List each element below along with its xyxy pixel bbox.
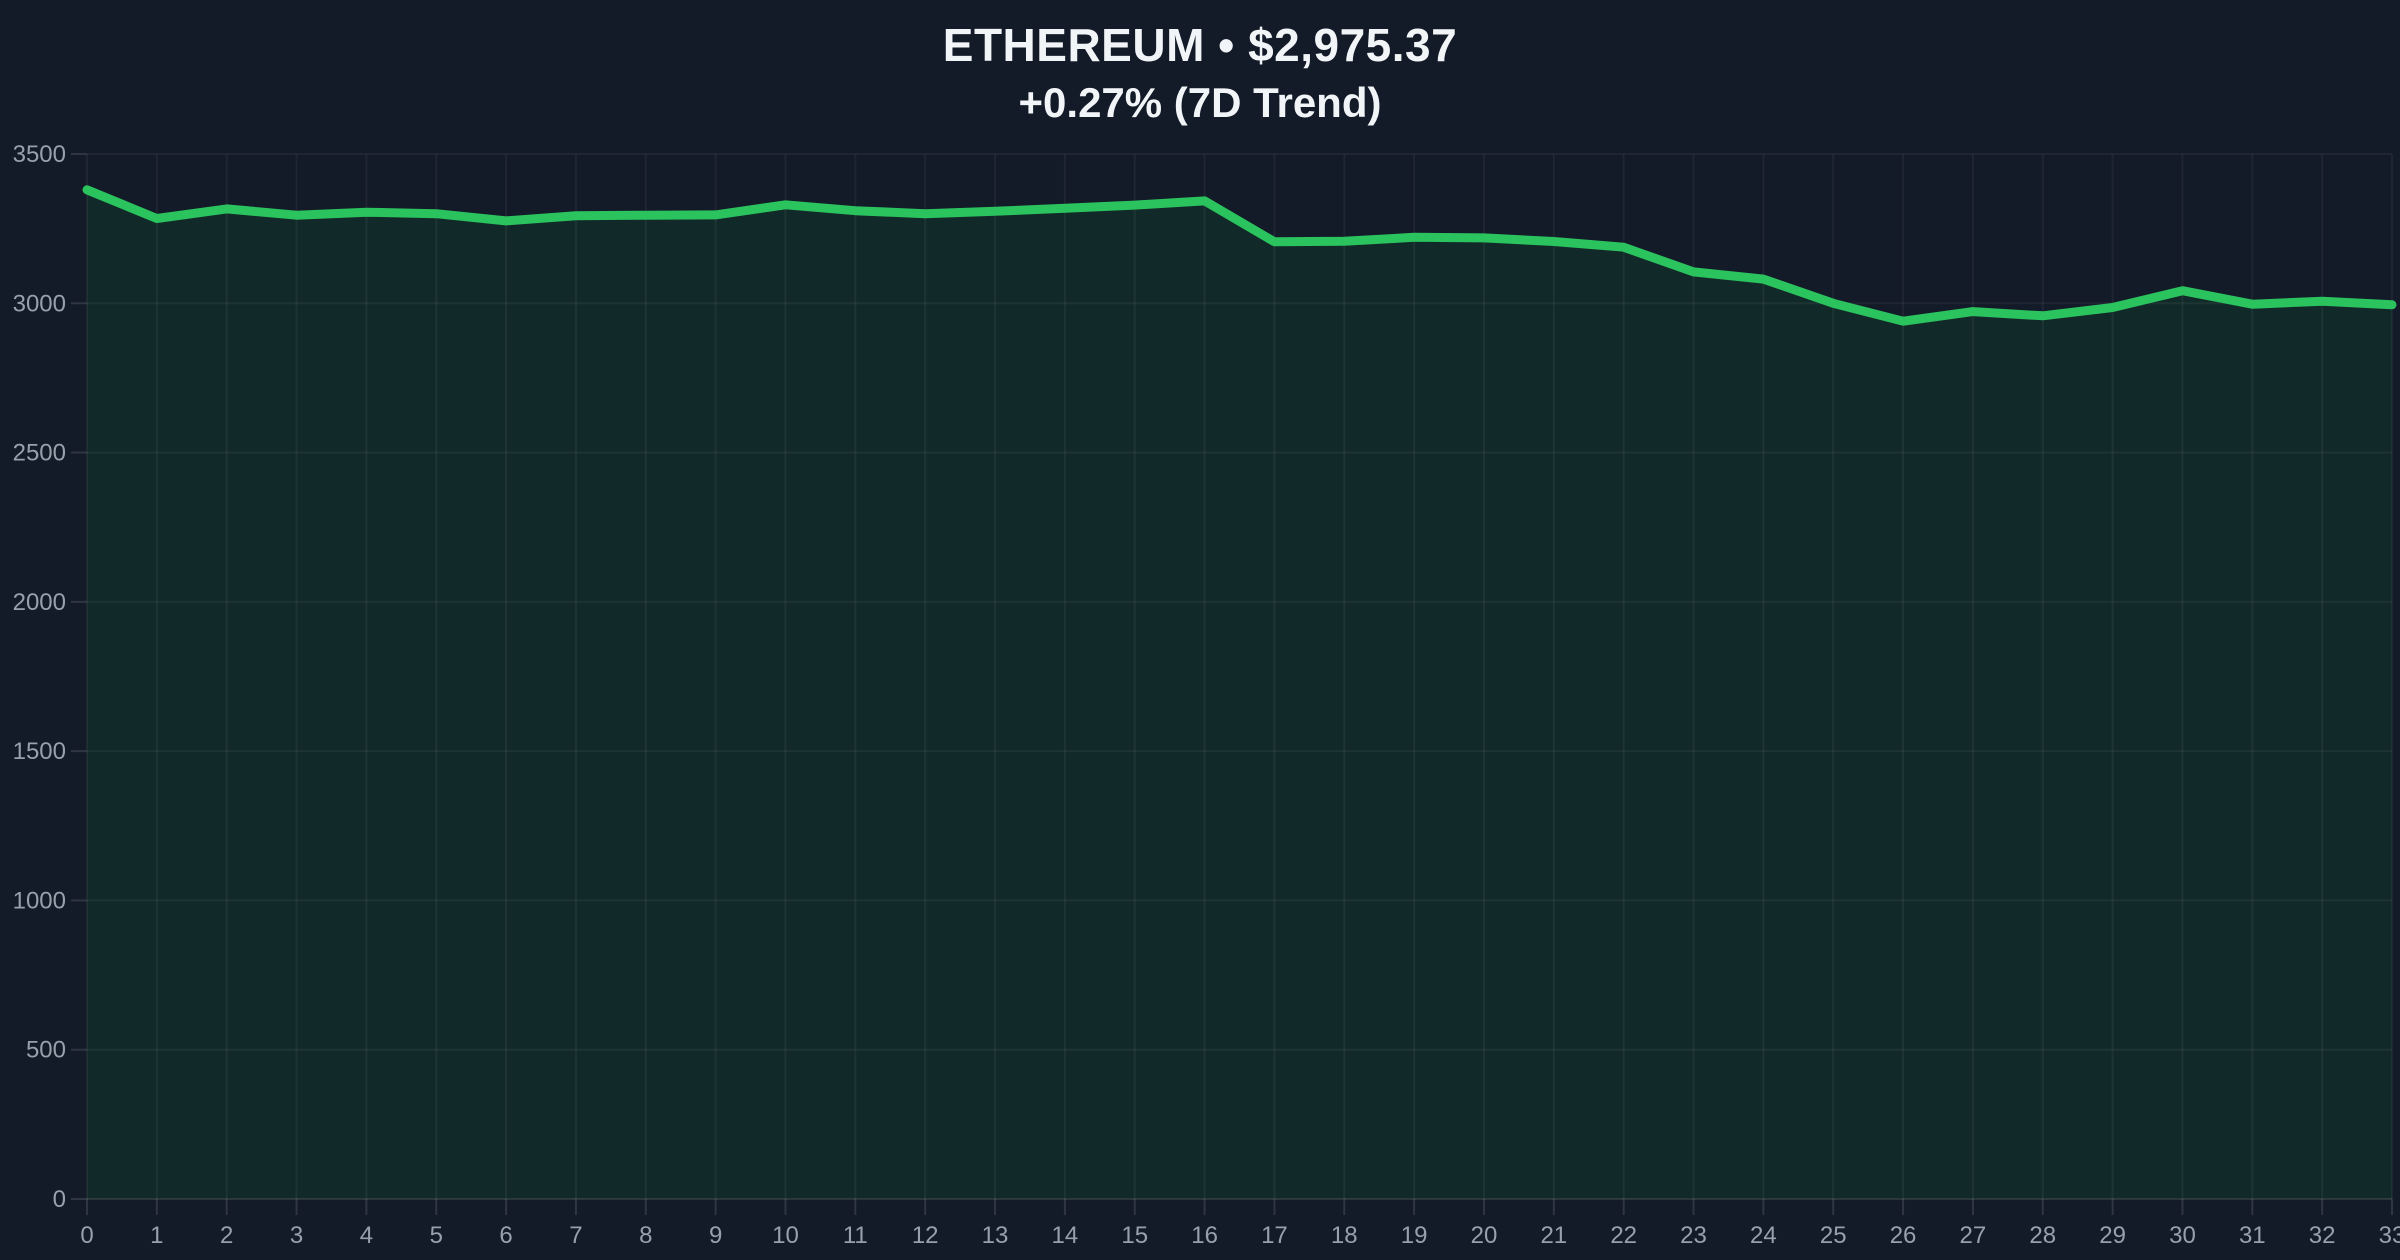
price-area-fill	[87, 189, 2392, 1200]
y-tick-label: 2500	[13, 440, 66, 467]
chart-title: ETHEREUM • $2,975.37 +0.27% (7D Trend)	[0, 20, 2400, 126]
y-tick-label: 3000	[13, 290, 66, 317]
y-tick-label: 500	[26, 1037, 66, 1064]
x-tick-label: 29	[2099, 1222, 2126, 1249]
x-tick-label: 11	[843, 1222, 868, 1249]
x-tick-label: 22	[1610, 1222, 1637, 1249]
y-tick-label: 3500	[13, 141, 66, 168]
x-tick-label: 30	[2169, 1222, 2196, 1249]
x-tick-label: 24	[1750, 1222, 1777, 1249]
chart-title-line1: ETHEREUM • $2,975.37	[942, 19, 1458, 71]
x-tick-label: 28	[2029, 1222, 2056, 1249]
x-tick-label: 8	[639, 1222, 652, 1249]
x-tick-label: 15	[1121, 1222, 1148, 1249]
x-tick-label: 20	[1471, 1222, 1498, 1249]
x-tick-label: 0	[80, 1222, 93, 1249]
x-tick-label: 1	[150, 1222, 163, 1249]
x-tick-label: 27	[1960, 1222, 1987, 1249]
x-tick-label: 17	[1261, 1222, 1288, 1249]
x-tick-label: 26	[1890, 1222, 1917, 1249]
x-tick-label: 5	[430, 1222, 443, 1249]
x-tick-label: 13	[982, 1222, 1009, 1249]
x-tick-label: 12	[912, 1222, 939, 1249]
x-tick-label: 33	[2379, 1222, 2400, 1249]
x-tick-label: 32	[2309, 1222, 2336, 1249]
x-tick-label: 21	[1540, 1222, 1567, 1249]
x-tick-label: 23	[1680, 1222, 1707, 1249]
y-tick-label: 1500	[13, 738, 66, 765]
x-tick-label: 2	[220, 1222, 233, 1249]
chart-title-line2: +0.27% (7D Trend)	[1018, 79, 1382, 126]
x-tick-label: 16	[1191, 1222, 1218, 1249]
x-tick-label: 10	[772, 1222, 799, 1249]
x-tick-label: 6	[499, 1222, 512, 1249]
x-tick-label: 19	[1401, 1222, 1428, 1249]
x-tick-label: 18	[1331, 1222, 1358, 1249]
y-tick-label: 2000	[13, 589, 66, 616]
x-tick-label: 3	[290, 1222, 303, 1249]
price-line	[82, 185, 2397, 326]
x-tick-label: 31	[2239, 1222, 2266, 1249]
x-tick-label: 9	[709, 1222, 722, 1249]
x-tick-label: 7	[569, 1222, 582, 1249]
y-tick-label: 0	[53, 1186, 66, 1213]
x-tick-label: 14	[1052, 1222, 1079, 1249]
x-tick-label: 25	[1820, 1222, 1847, 1249]
x-tick-label: 4	[360, 1222, 373, 1249]
y-tick-label: 1000	[13, 887, 66, 914]
